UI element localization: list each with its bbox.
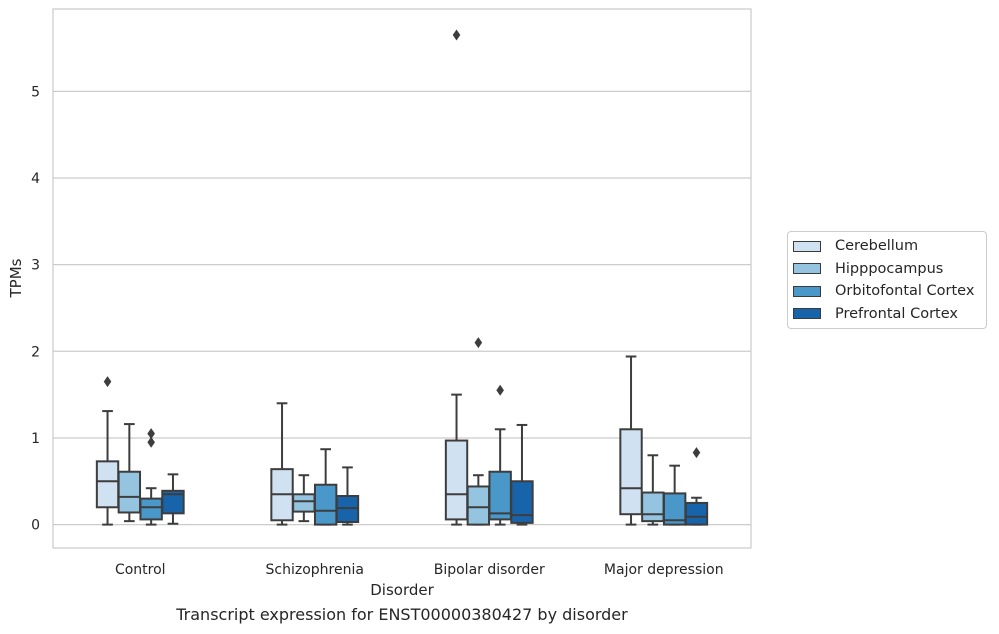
chart-caption: Transcript expression for ENST0000038042… <box>176 605 628 624</box>
box-orbitofontal-cortex <box>139 428 163 526</box>
box-iqr <box>313 483 338 526</box>
box-iqr <box>161 489 185 515</box>
y-tick-labels: 0 1 2 3 4 5 <box>31 84 40 533</box>
legend-item: Hipppocampus <box>788 258 986 281</box>
box-orbitofontal-cortex <box>662 464 687 526</box>
y-tick-label: 1 <box>31 431 40 447</box>
plot-frame <box>52 8 752 549</box>
x-tick-label: Control <box>115 562 166 578</box>
outlier-point <box>474 337 483 349</box>
outlier-point <box>147 436 155 448</box>
box-iqr <box>292 493 316 513</box>
legend-label: Prefrontal Cortex <box>835 305 958 322</box>
y-tick-label: 0 <box>31 518 40 534</box>
legend-swatch <box>793 240 821 252</box>
box-orbitofontal-cortex <box>488 384 512 526</box>
x-axis-label: Disorder <box>370 581 434 599</box>
box-cerebellum <box>270 402 294 526</box>
x-tick-label: Schizophrenia <box>266 562 364 578</box>
box-iqr <box>684 501 709 526</box>
outlier-point <box>147 428 155 440</box>
x-tick-labels: Control Schizophrenia Bipolar disorder Majo… <box>115 562 724 578</box>
legend-item: Cerebellum <box>788 235 986 258</box>
legend-item: Prefrontal Cortex <box>788 303 986 326</box>
box-iqr <box>444 439 469 521</box>
box-prefrontal-cortex <box>161 473 185 525</box>
box-iqr <box>619 428 643 516</box>
y-tick-label: 2 <box>31 344 40 360</box>
box-iqr <box>139 497 163 521</box>
box-hipppocampus <box>292 474 316 523</box>
box-prefrontal-cortex <box>684 447 709 526</box>
legend-swatch <box>793 308 821 320</box>
box-hipppocampus <box>117 423 142 523</box>
outlier-point <box>496 384 504 396</box>
box-cerebellum <box>619 355 643 526</box>
outlier-point <box>692 447 701 459</box>
box-iqr <box>510 480 534 524</box>
box-prefrontal-cortex <box>335 466 360 526</box>
box-iqr <box>488 470 512 521</box>
legend-item: Orbitofontal Cortex <box>788 280 986 303</box>
box-prefrontal-cortex <box>510 423 534 526</box>
box-iqr <box>117 470 142 514</box>
x-tick-label: Bipolar disorder <box>434 562 545 578</box>
y-tick-label: 4 <box>31 171 40 187</box>
box-cerebellum <box>444 29 469 526</box>
boxes <box>95 29 709 526</box>
outlier-point <box>452 29 461 41</box>
legend-label: Cerebellum <box>835 238 919 255</box>
box-cerebellum <box>95 376 120 526</box>
legend-label: Hipppocampus <box>835 260 944 277</box>
gridlines <box>53 90 751 526</box>
y-tick-label: 3 <box>31 258 40 274</box>
box-iqr <box>95 460 120 509</box>
legend-label: Orbitofontal Cortex <box>835 283 975 300</box>
legend-swatch <box>793 263 821 275</box>
x-tick-label: Major depression <box>604 562 724 578</box>
outlier-point <box>103 376 112 388</box>
box-hipppocampus <box>466 337 491 526</box>
box-iqr <box>641 491 665 523</box>
box-iqr <box>466 485 491 526</box>
box-hipppocampus <box>641 454 665 526</box>
legend: Cerebellum Hipppocampus Orbitofontal Corte… <box>787 231 987 329</box>
box-orbitofontal-cortex <box>313 448 338 526</box>
legend-swatch <box>793 285 821 297</box>
y-tick-label: 5 <box>31 84 40 100</box>
y-axis-label: TPMs <box>7 258 25 298</box>
